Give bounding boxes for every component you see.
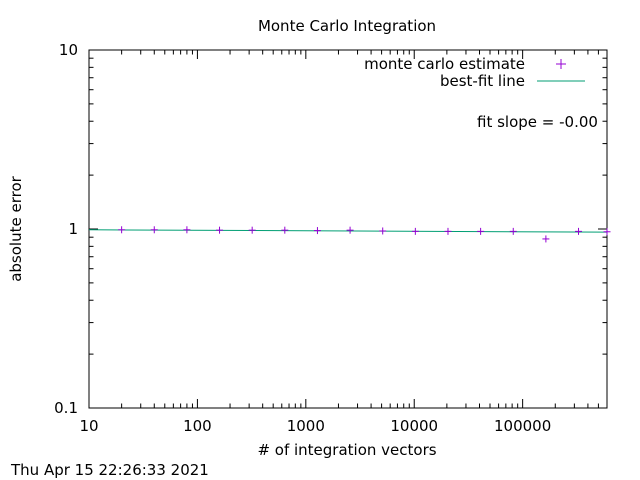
best-fit-series	[88, 229, 608, 233]
legend-marker-plus-icon	[556, 59, 566, 69]
footer-timestamp: Thu Apr 15 22:26:33 2021	[10, 461, 209, 479]
x-tick-label: 100	[183, 417, 212, 435]
data-point	[281, 226, 289, 234]
x-tick-label: 10	[79, 417, 98, 435]
fit-slope-annotation: fit slope = -0.00	[477, 113, 598, 131]
y-axis-label: absolute error	[7, 175, 25, 281]
axis-ticks	[88, 49, 608, 409]
data-point	[411, 227, 419, 235]
x-tick-label: 100000	[494, 417, 551, 435]
data-point	[575, 227, 583, 235]
y-tick-label: 1	[68, 220, 78, 238]
data-point	[216, 226, 224, 234]
legend-label-monte-carlo: monte carlo estimate	[364, 55, 525, 73]
y-tick-labels: 0.1 1 10	[54, 41, 78, 417]
chart-title: Monte Carlo Integration	[258, 17, 436, 35]
data-point	[118, 226, 126, 234]
data-point	[542, 235, 550, 243]
data-point	[379, 227, 387, 235]
data-point	[150, 226, 158, 234]
x-tick-labels: 10 100 1000 10000 100000	[79, 417, 551, 435]
data-point	[313, 227, 321, 235]
best-fit-line	[88, 229, 608, 233]
x-tick-label: 1000	[287, 417, 325, 435]
y-tick-label: 0.1	[54, 399, 78, 417]
data-point	[444, 227, 452, 235]
legend-label-best-fit: best-fit line	[440, 72, 525, 90]
monte-carlo-series	[118, 226, 611, 243]
y-tick-label: 10	[59, 41, 78, 59]
data-point	[477, 227, 485, 235]
data-point	[183, 226, 191, 234]
x-tick-label: 10000	[390, 417, 438, 435]
data-point	[603, 228, 611, 236]
data-point	[248, 226, 256, 234]
data-point	[346, 226, 354, 234]
plot-frame	[88, 49, 608, 409]
x-axis-label: # of integration vectors	[257, 441, 436, 459]
data-point	[509, 227, 517, 235]
